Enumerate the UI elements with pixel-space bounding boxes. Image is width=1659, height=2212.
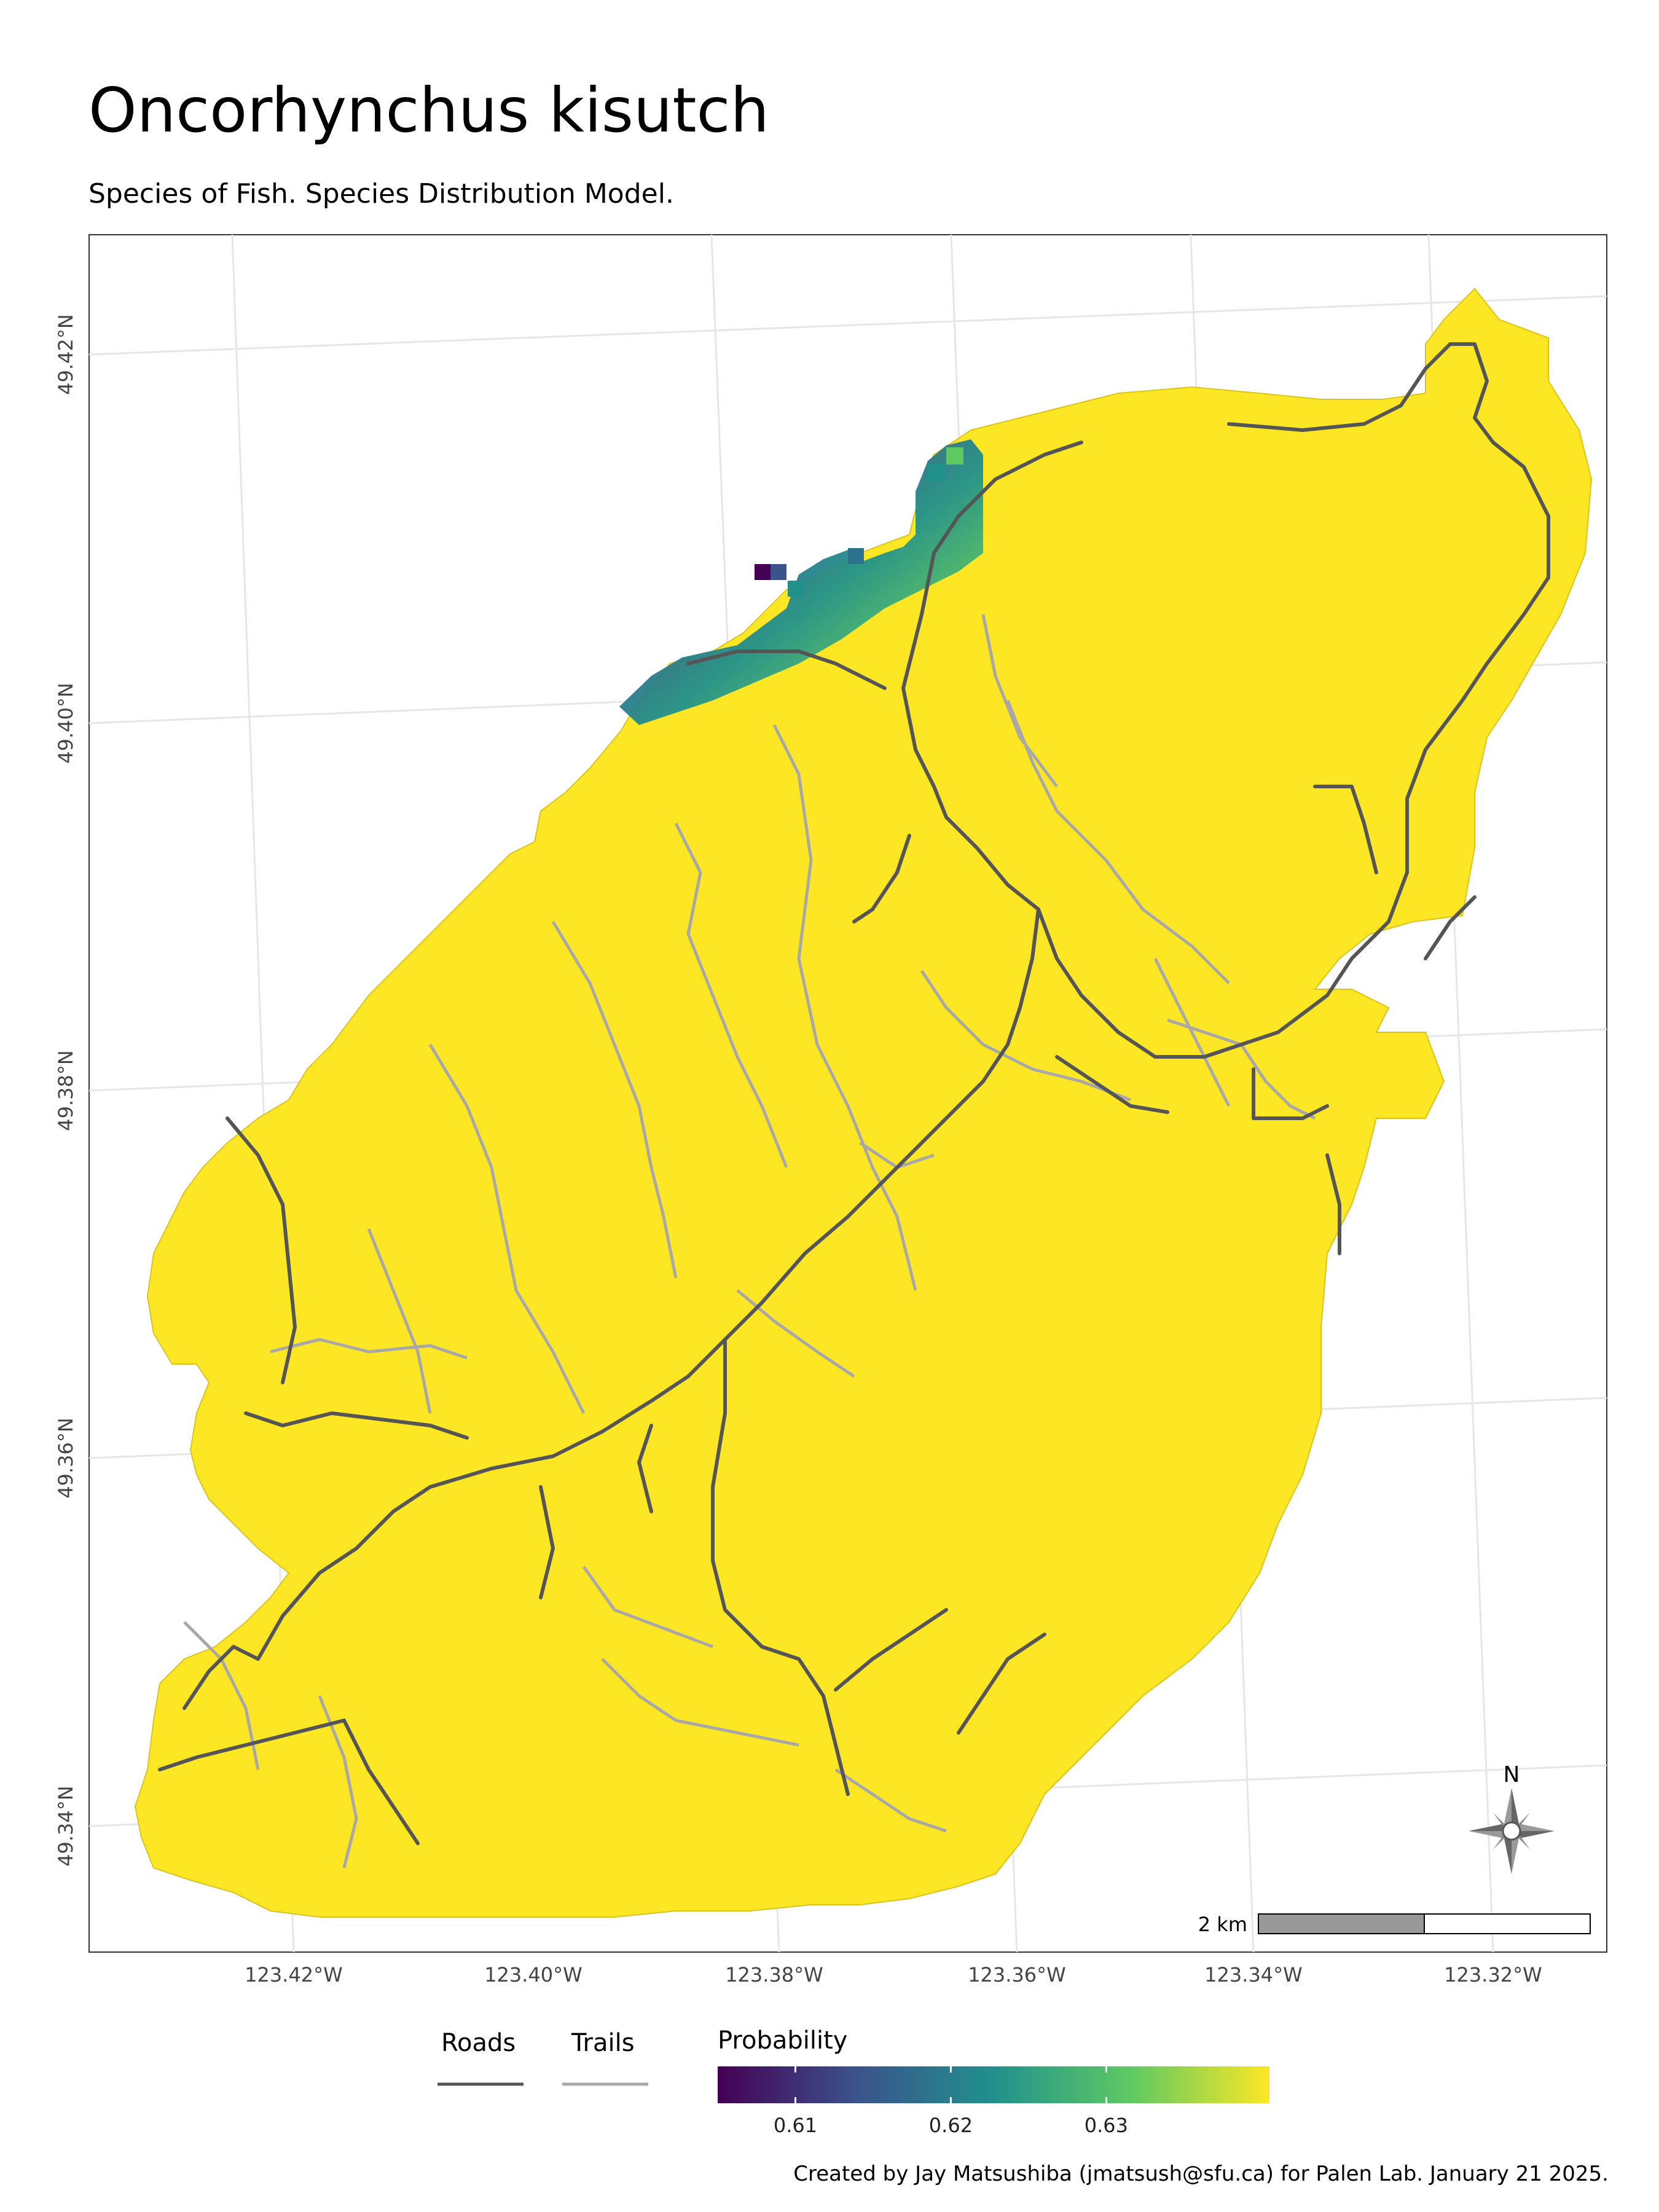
y-tick-49-34: 49.34°N <box>54 1786 77 1867</box>
legend-trails-label: Trails <box>571 2029 635 2057</box>
legend-probability-title: Probability <box>718 2026 848 2055</box>
y-tick-49-36: 49.36°N <box>54 1418 77 1499</box>
y-axis-ticks: 49.42°N 49.40°N 49.38°N 49.36°N 49.34°N <box>54 314 77 1867</box>
island-probability-raster <box>134 288 1593 1918</box>
y-tick-49-38: 49.38°N <box>54 1050 77 1131</box>
map-subtitle: Species of Fish. Species Distribution Mo… <box>88 178 674 210</box>
colorbar-tick-label: 0.61 <box>774 2114 817 2137</box>
probability-colorbar <box>718 2066 1269 2103</box>
trails <box>183 614 1316 1869</box>
x-tick-123-36: 123.36°W <box>968 1963 1066 1986</box>
roads <box>158 342 1550 1845</box>
y-tick-49-42: 49.42°N <box>54 314 77 395</box>
x-tick-123-40: 123.40°W <box>484 1963 582 1986</box>
y-tick-49-40: 49.40°N <box>54 683 77 764</box>
north-arrow: N <box>1469 1762 1555 1874</box>
x-tick-123-38: 123.38°W <box>725 1963 823 1986</box>
x-tick-123-32: 123.32°W <box>1444 1963 1542 1986</box>
colorbar-tick-label: 0.63 <box>1084 2114 1128 2137</box>
scale-bar-label: 2 km <box>1198 1913 1247 1936</box>
legend-roads-label: Roads <box>441 2029 516 2057</box>
scale-bar: 2 km <box>1198 1913 1591 1936</box>
low-probability-cells <box>619 439 983 725</box>
x-axis-ticks: 123.42°W 123.40°W 123.38°W 123.36°W 123.… <box>245 1963 1542 1986</box>
x-tick-123-34: 123.34°W <box>1204 1963 1303 1986</box>
colorbar-tick-label: 0.62 <box>929 2114 973 2137</box>
x-tick-123-42: 123.42°W <box>245 1963 343 1986</box>
credit-line: Created by Jay Matsushiba (jmatsush@sfu.… <box>793 2162 1609 2186</box>
colorbar-ticks: 0.61 0.62 0.63 <box>774 2066 1128 2137</box>
north-label: N <box>1504 1762 1520 1787</box>
map-title: Oncorhynchus kisutch <box>88 74 769 146</box>
